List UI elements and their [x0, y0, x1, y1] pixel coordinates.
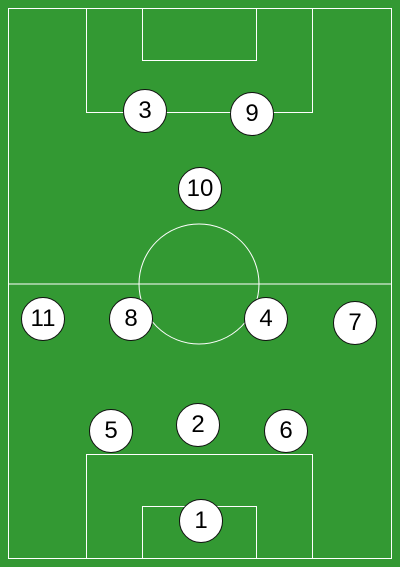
player-marker-3[interactable]: 3 — [123, 89, 167, 133]
player-marker-11[interactable]: 11 — [21, 297, 65, 341]
player-number: 4 — [259, 305, 273, 332]
player-number: 1 — [194, 507, 208, 534]
top-goal-area — [142, 8, 257, 61]
player-marker-1[interactable]: 1 — [179, 499, 223, 543]
player-marker-4[interactable]: 4 — [244, 297, 288, 341]
player-number: 5 — [104, 417, 118, 444]
player-marker-7[interactable]: 7 — [333, 301, 377, 345]
player-marker-6[interactable]: 6 — [264, 409, 308, 453]
player-number: 6 — [279, 417, 293, 444]
player-number: 3 — [138, 97, 152, 124]
center-circle — [138, 223, 260, 345]
player-number: 8 — [124, 305, 138, 332]
player-marker-8[interactable]: 8 — [109, 297, 153, 341]
player-marker-2[interactable]: 2 — [176, 403, 220, 447]
player-marker-9[interactable]: 9 — [230, 92, 274, 136]
player-marker-5[interactable]: 5 — [89, 409, 133, 453]
player-number: 2 — [191, 411, 205, 438]
player-marker-10[interactable]: 10 — [178, 167, 222, 211]
player-number: 7 — [348, 309, 362, 336]
player-number: 11 — [30, 305, 56, 332]
player-number: 10 — [186, 175, 214, 202]
player-number: 9 — [245, 100, 259, 127]
